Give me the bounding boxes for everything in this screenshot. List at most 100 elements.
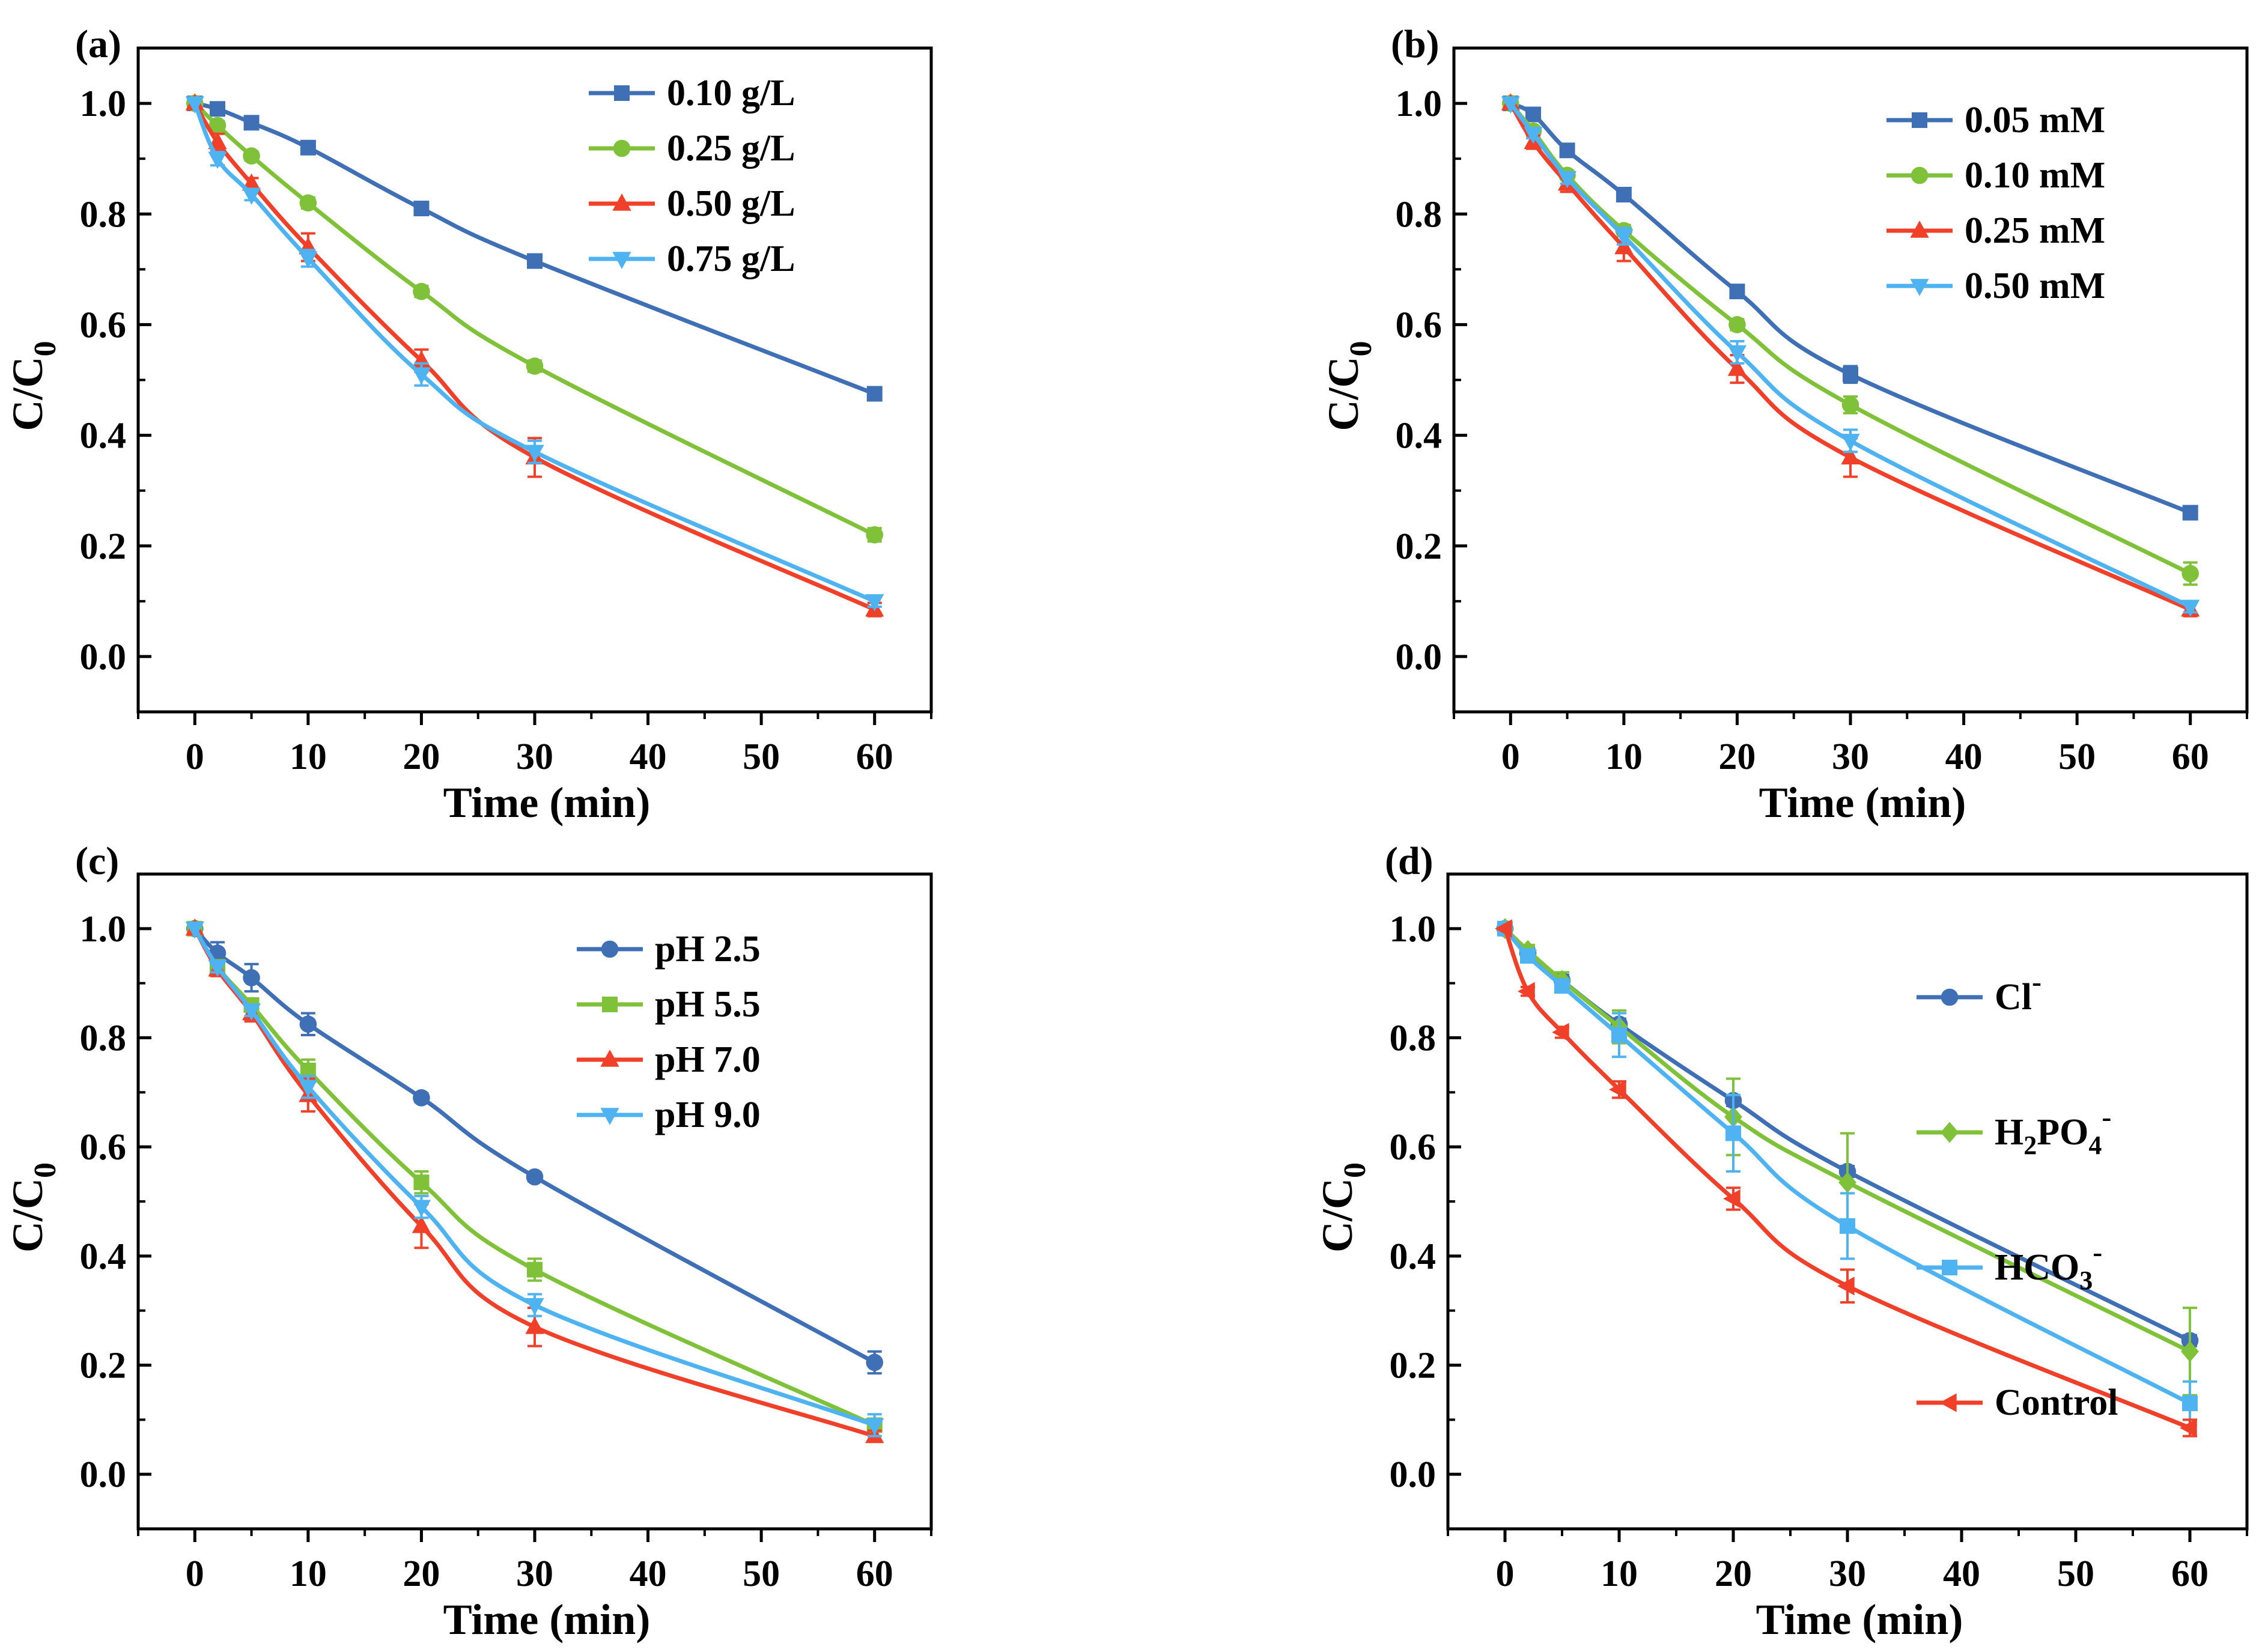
x-tick-label: 20 <box>1718 736 1756 777</box>
data-point <box>413 1174 430 1191</box>
legend-label-main: 0.25 g/L <box>667 128 795 169</box>
series-line <box>1509 102 2192 612</box>
data-point <box>299 1080 318 1098</box>
y-tick-label: 0.6 <box>80 305 127 345</box>
legend-entry: pH 5.5 <box>577 984 761 1025</box>
x-tick-label: 50 <box>743 1553 780 1594</box>
legend-marker <box>612 193 631 211</box>
legend-label-sub: 3 <box>2079 1266 2093 1295</box>
data-point <box>243 115 260 131</box>
y-tick-label: 0.2 <box>1390 1346 1437 1386</box>
legend-label-main: 0.25 mM <box>1965 210 2105 251</box>
legend-entry: 0.05 mM <box>1886 100 2105 141</box>
x-tick-label: 20 <box>403 1553 440 1594</box>
x-tick-label: 10 <box>1605 736 1643 777</box>
panel-label: (d) <box>1385 839 1433 883</box>
data-point <box>2181 565 2200 583</box>
data-point <box>1495 919 1512 938</box>
data-point <box>412 1200 431 1217</box>
panel-label: (c) <box>75 839 119 883</box>
legend-label-main: pH 2.5 <box>655 929 761 970</box>
x-tick-label: 50 <box>743 736 780 777</box>
series-4 <box>185 96 884 612</box>
legend-label-main: Control <box>1995 1382 2118 1423</box>
legend-marker <box>1911 166 1929 184</box>
y-tick-label: 1.0 <box>1390 909 1437 950</box>
legend-entry: 0.50 g/L <box>589 183 795 224</box>
series-line <box>193 928 875 1427</box>
series-line <box>193 102 876 612</box>
legend-label-sub: 2 <box>2023 1131 2037 1160</box>
legend-entry: Cl- <box>1917 966 2042 1018</box>
x-tick-label: 60 <box>2171 1553 2209 1594</box>
legend-label-sup: - <box>2102 1101 2111 1133</box>
series-4 <box>185 922 884 1438</box>
panel-3: (c) 0.0 0.2 0.4 0.6 0.8 1.0 0 10 20 30 40 50 60 Time (… <box>4 839 933 1644</box>
data-point <box>2181 600 2200 617</box>
x-tick-label: 30 <box>1829 1553 1866 1594</box>
legend-label: 0.75 g/L <box>667 238 795 279</box>
legend-label: H2PO4- <box>1995 1101 2111 1160</box>
legend-label-main: H <box>1995 1112 2023 1153</box>
x-tick-label: 0 <box>1496 1553 1515 1594</box>
x-tick-label: 30 <box>516 736 553 777</box>
data-point <box>1729 284 1745 300</box>
x-tick-label: 40 <box>1945 736 1983 777</box>
legend-label-main: 0.10 g/L <box>667 73 795 114</box>
data-point <box>1727 359 1747 376</box>
legend-label-rest: PO <box>2037 1112 2088 1153</box>
legend-label: pH 5.5 <box>655 984 761 1025</box>
series-4 <box>1501 96 2200 617</box>
data-point <box>866 386 883 402</box>
series-line <box>1509 102 2192 609</box>
x-tick-label: 10 <box>290 1553 327 1594</box>
data-point <box>299 251 318 269</box>
data-point <box>526 1168 544 1186</box>
legend-entry: pH 9.0 <box>577 1095 761 1135</box>
data-point <box>1841 447 1860 465</box>
x-tick-label: 60 <box>2172 736 2209 777</box>
data-point <box>1525 106 1541 123</box>
data-point <box>1552 1022 1569 1042</box>
data-point <box>1841 434 1860 451</box>
y-tick-label: 0.8 <box>80 1018 127 1059</box>
data-point <box>208 117 227 135</box>
legend-label-main: Cl <box>1995 977 2032 1018</box>
data-point <box>865 594 884 612</box>
data-point <box>2182 505 2198 521</box>
legend-label: pH 7.0 <box>655 1039 761 1080</box>
data-point <box>1723 1189 1741 1209</box>
legend-label: Cl- <box>1995 966 2042 1018</box>
data-point <box>242 173 261 191</box>
data-point <box>525 445 544 463</box>
y-axis-title: C/C0 <box>4 1162 62 1253</box>
y-tick-label: 0.8 <box>80 194 127 235</box>
legend-label: 0.25 g/L <box>667 128 795 169</box>
x-tick-label: 40 <box>630 1553 667 1594</box>
legend-marker <box>1941 1122 1959 1143</box>
legend-marker <box>1941 988 1959 1006</box>
x-tick-label: 40 <box>1943 1553 1980 1594</box>
data-point <box>525 1317 544 1334</box>
series-3 <box>1497 920 2198 1427</box>
legend-marker <box>601 940 619 958</box>
legend-label-main: HCO <box>1995 1247 2079 1288</box>
legend-entry: pH 7.0 <box>577 1039 761 1080</box>
y-tick-label: 0.4 <box>1390 1236 1437 1277</box>
legend-label: 0.50 g/L <box>667 183 795 224</box>
data-point <box>1841 396 1859 414</box>
data-point <box>1611 1027 1627 1043</box>
x-tick-label: 0 <box>1501 736 1520 777</box>
series-2 <box>186 94 884 544</box>
legend-marker <box>1912 112 1927 128</box>
data-point <box>526 357 544 375</box>
legend-label-main: pH 5.5 <box>655 984 761 1025</box>
data-point <box>208 151 227 169</box>
y-axis-title-main: C/C <box>4 357 52 431</box>
series-line <box>1503 927 2191 1406</box>
data-point <box>527 253 543 269</box>
panel-label: (b) <box>1391 22 1440 66</box>
legend-marker <box>600 1108 619 1125</box>
